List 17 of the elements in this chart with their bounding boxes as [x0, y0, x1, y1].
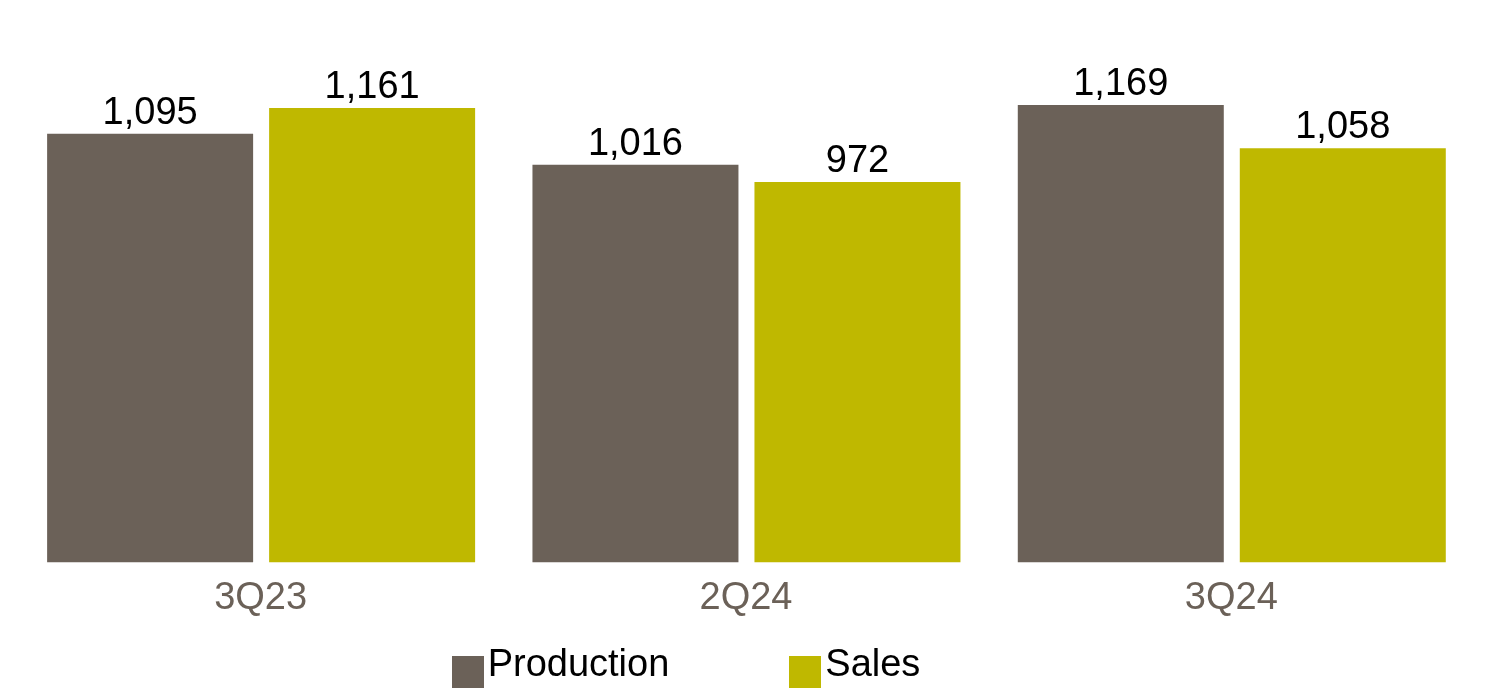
bar	[47, 133, 254, 563]
bar	[1239, 148, 1446, 563]
data-label: 972	[825, 137, 890, 180]
data-label: 1,161	[324, 64, 420, 107]
bar	[754, 181, 961, 563]
data-label: 1,169	[1073, 60, 1169, 103]
data-label: 1,095	[102, 89, 198, 132]
x-tick-label: 3Q24	[1184, 575, 1278, 618]
data-label: 1,016	[587, 120, 683, 163]
legend-label: Sales	[825, 642, 921, 685]
bar	[269, 108, 476, 563]
data-label: 1,058	[1295, 104, 1391, 147]
legend-label: Production	[487, 642, 670, 685]
bar	[1017, 104, 1224, 563]
bar	[532, 164, 739, 563]
x-tick-label: 3Q23	[214, 575, 308, 618]
x-tick-label: 2Q24	[699, 575, 793, 618]
